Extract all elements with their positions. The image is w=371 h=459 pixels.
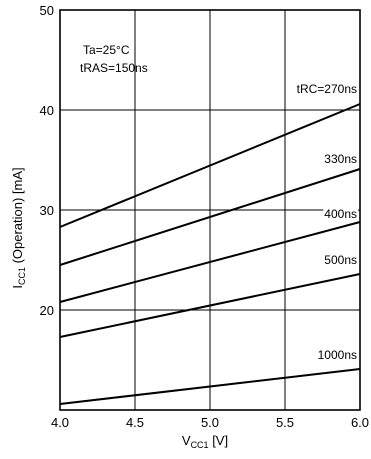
annotation-temperature: Ta=25°C bbox=[83, 43, 130, 57]
annotation-tras: tRAS=150ns bbox=[80, 61, 148, 75]
x-axis-label-unit: [V] bbox=[209, 433, 229, 448]
series-label-500ns: 500ns bbox=[324, 253, 357, 267]
y-tick-label-3: 50 bbox=[40, 3, 54, 18]
series-label-bg-400ns bbox=[323, 207, 358, 221]
y-axis-label: ICC1 (Operation) [mA] bbox=[10, 167, 27, 288]
series-label-bg-500ns bbox=[323, 253, 358, 267]
series-lines bbox=[59, 103, 361, 405]
tick-labels: 4.0 4.5 5.0 5.5 6.0 20 30 40 50 bbox=[40, 3, 370, 430]
series-label-400ns: 400ns bbox=[324, 207, 357, 221]
x-tick-label-1: 4.5 bbox=[126, 415, 144, 430]
series-label-330ns: 330ns bbox=[324, 152, 357, 166]
y-tick-label-0: 20 bbox=[40, 303, 54, 318]
series-line-400ns bbox=[59, 221, 361, 303]
series-line-1000ns bbox=[59, 368, 361, 405]
x-tick-label-4: 6.0 bbox=[351, 415, 369, 430]
series-line-330ns bbox=[59, 168, 361, 266]
x-tick-label-3: 5.5 bbox=[276, 415, 294, 430]
x-tick-label-0: 4.0 bbox=[51, 415, 69, 430]
x-axis-label-sub: CC1 bbox=[191, 440, 209, 450]
y-axis-label-main: I bbox=[10, 285, 25, 289]
series-label-bg-1000ns bbox=[316, 348, 358, 362]
x-axis-label: VCC1 [V] bbox=[182, 433, 228, 450]
series-line-trc-270ns bbox=[59, 103, 361, 228]
y-axis-label-rest: (Operation) [mA] bbox=[10, 167, 25, 267]
x-axis-label-main: V bbox=[182, 433, 191, 448]
series-line-500ns bbox=[59, 273, 361, 338]
series-label-bg-trc-270ns bbox=[295, 82, 358, 96]
series-label-bg-330ns bbox=[323, 152, 358, 166]
y-axis-label-sub: CC1 bbox=[17, 267, 27, 285]
y-tick-label-1: 30 bbox=[40, 203, 54, 218]
series-label-1000ns: 1000ns bbox=[318, 348, 357, 362]
series-label-trc-270ns: tRC=270ns bbox=[297, 82, 357, 96]
x-tick-label-2: 5.0 bbox=[201, 415, 219, 430]
plot-frame bbox=[59, 9, 361, 411]
y-tick-label-2: 40 bbox=[40, 103, 54, 118]
series-labels: tRC=270ns 330ns 400ns 500ns 1000ns bbox=[295, 82, 358, 362]
